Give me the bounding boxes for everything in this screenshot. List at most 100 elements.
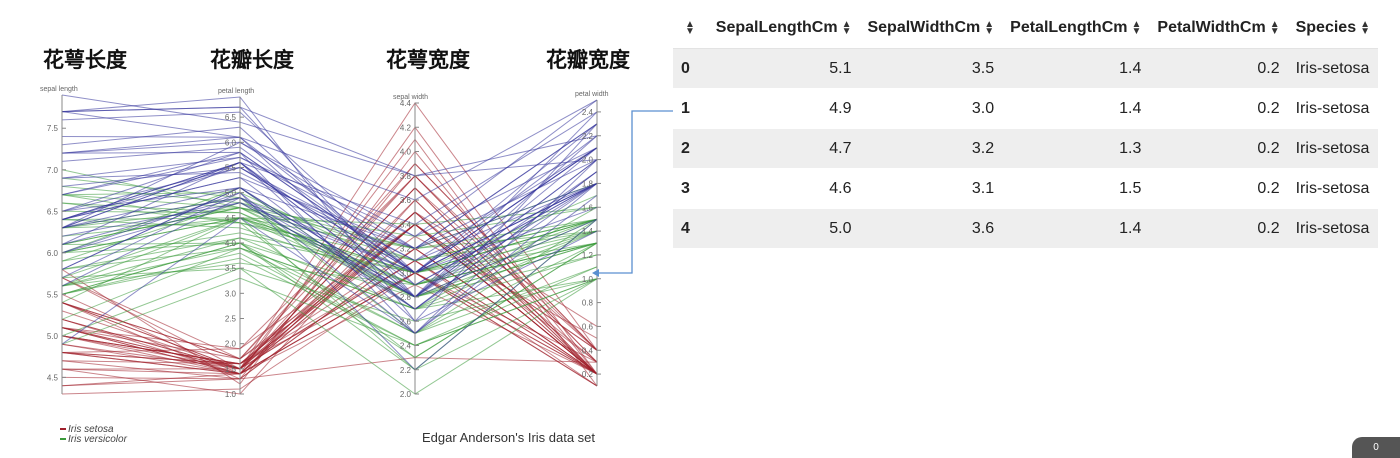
table-row: 3 4.6 3.1 1.5 0.2 Iris-setosa: [673, 168, 1378, 209]
axis-title-petal-length: 花瓣长度: [210, 48, 294, 72]
series-line-setosa: [61, 102, 598, 370]
sort-icon: ▲ ▼: [841, 18, 852, 37]
series-line-virginica: [61, 111, 598, 229]
series-line-virginica: [61, 136, 598, 298]
cell-sepal-width: 3.0: [859, 88, 1003, 129]
cell-species: Iris-setosa: [1287, 128, 1378, 169]
tick-label: 3.8: [400, 172, 412, 181]
column-header-sepal-length[interactable]: SepalLengthCm ▲ ▼: [707, 8, 860, 49]
status-badge: 0: [1352, 437, 1400, 458]
parallel-coordinates-plot: sepal length 4.5 5.0 5.5 6.0 6.5 7.0 7.5 petal l…: [40, 86, 609, 399]
series-line-virginica: [61, 151, 598, 274]
tick-label: 1.5: [225, 365, 237, 374]
tick-label: 0.6: [582, 322, 594, 331]
tick-label: 1.6: [582, 203, 594, 212]
tick-label: 0.2: [582, 370, 594, 379]
series-line-versicolor: [61, 257, 598, 347]
series-line-virginica: [61, 182, 598, 310]
column-header-species[interactable]: Species ▲ ▼: [1287, 8, 1378, 49]
tick-label: 4.0: [225, 239, 237, 248]
legend-item-versicolor: Iris versicolor: [60, 434, 127, 445]
row-index: 2: [673, 128, 708, 169]
callout-arrow-head: [592, 269, 599, 277]
sort-icon: ▲ ▼: [1131, 18, 1142, 37]
cell-sepal-width: 3.6: [859, 208, 1003, 248]
tick-label: 2.6: [400, 317, 412, 326]
column-header-label: PetalLengthCm: [1010, 19, 1128, 36]
row-index: 0: [673, 48, 708, 89]
series-line-virginica: [61, 161, 598, 322]
cell-sepal-width: 3.5: [859, 48, 1003, 89]
cell-petal-width: 0.2: [1149, 48, 1288, 89]
series-line-versicolor: [61, 252, 598, 347]
cell-sepal-length: 4.9: [707, 88, 860, 129]
series-line-setosa: [61, 138, 598, 387]
legend-label-versicolor: Iris versicolor: [68, 434, 127, 445]
table-row: 4 5.0 3.6 1.4 0.2 Iris-setosa: [673, 208, 1378, 248]
tick-label: 3.2: [400, 245, 412, 254]
legend-swatch-versicolor: [60, 438, 66, 441]
tick-label: 3.0: [400, 269, 412, 278]
series-line-virginica: [61, 194, 598, 345]
tick-label: 4.2: [400, 123, 412, 132]
axis-1: petal length 1.0 1.5 2.0 2.5 3.0 3.5 4.0 4.5 5.0 5…: [218, 88, 254, 399]
cell-petal-length: 1.4: [1002, 208, 1150, 248]
cell-sepal-length: 5.0: [707, 208, 860, 248]
series-lines: [61, 94, 598, 395]
axis-2: sepal width 2.0 2.2 2.4 2.6 2.8 3.0 3.2 3.4 3.6 3.…: [393, 94, 428, 399]
sort-icon: ▲ ▼: [984, 18, 995, 37]
cell-petal-width: 0.2: [1149, 168, 1288, 209]
axis-label: petal length: [218, 88, 254, 95]
cell-species: Iris-setosa: [1287, 48, 1378, 89]
cell-sepal-length: 4.6: [707, 168, 860, 209]
tick-label: 2.8: [400, 293, 412, 302]
cell-species: Iris-setosa: [1287, 208, 1378, 248]
tick-label: 5.5: [47, 290, 59, 299]
tick-label: 1.0: [582, 275, 594, 284]
series-line-virginica: [61, 166, 598, 262]
tick-label: 1.4: [582, 227, 594, 236]
column-header-sepal-width[interactable]: SepalWidthCm ▲ ▼: [859, 8, 1003, 49]
chart-caption: Edgar Anderson's Iris data set: [422, 430, 596, 445]
row-index: 1: [673, 88, 708, 129]
column-header-index[interactable]: ▲ ▼: [673, 8, 708, 49]
axis-title-petal-width: 花瓣宽度: [546, 48, 630, 72]
tick-label: 2.0: [582, 156, 594, 165]
column-header-petal-length[interactable]: PetalLengthCm ▲ ▼: [1002, 8, 1150, 49]
cell-species: Iris-setosa: [1287, 168, 1378, 209]
tick-label: 1.0: [225, 390, 237, 399]
tick-label: 2.5: [225, 314, 237, 323]
tick-label: 6.0: [47, 249, 59, 258]
series-line-setosa: [61, 126, 598, 375]
column-header-label: SepalWidthCm: [867, 19, 981, 36]
iris-data-table: ▲ ▼ SepalLengthCm ▲ ▼ SepalWidthCm ▲ ▼ PetalL…: [673, 8, 1378, 248]
series-line-setosa: [61, 162, 598, 380]
badge-text: 0: [1373, 442, 1379, 453]
cell-petal-length: 1.5: [1002, 168, 1150, 209]
series-line-versicolor: [61, 222, 598, 359]
tick-label: 2.2: [582, 132, 594, 141]
tick-label: 0.8: [582, 299, 594, 308]
tick-label: 4.4: [400, 99, 412, 108]
tick-label: 2.0: [225, 340, 237, 349]
table-row: 2 4.7 3.2 1.3 0.2 Iris-setosa: [673, 128, 1378, 169]
column-header-petal-width[interactable]: PetalWidthCm ▲ ▼: [1149, 8, 1288, 49]
series-line-virginica: [61, 99, 598, 201]
series-line-setosa: [61, 247, 598, 387]
axis-title-sepal-length: 花萼长度: [43, 48, 127, 72]
cell-sepal-length: 5.1: [707, 48, 860, 89]
series-line-virginica: [61, 94, 598, 177]
series-line-virginica: [61, 147, 598, 237]
sort-icon: ▲ ▼: [1269, 18, 1280, 37]
series-line-virginica: [61, 99, 598, 237]
table-header-row: ▲ ▼ SepalLengthCm ▲ ▼ SepalWidthCm ▲ ▼ PetalL…: [673, 8, 1378, 49]
tick-label: 4.0: [400, 148, 412, 157]
tick-label: 5.5: [225, 163, 237, 172]
tick-label: 7.5: [47, 124, 59, 133]
series-line-virginica: [61, 182, 598, 274]
series-virginica: [61, 94, 598, 371]
tick-label: 6.5: [225, 113, 237, 122]
axis-label: sepal length: [40, 86, 78, 93]
tick-label: 6.5: [47, 207, 59, 216]
tick-label: 0.4: [582, 346, 594, 355]
